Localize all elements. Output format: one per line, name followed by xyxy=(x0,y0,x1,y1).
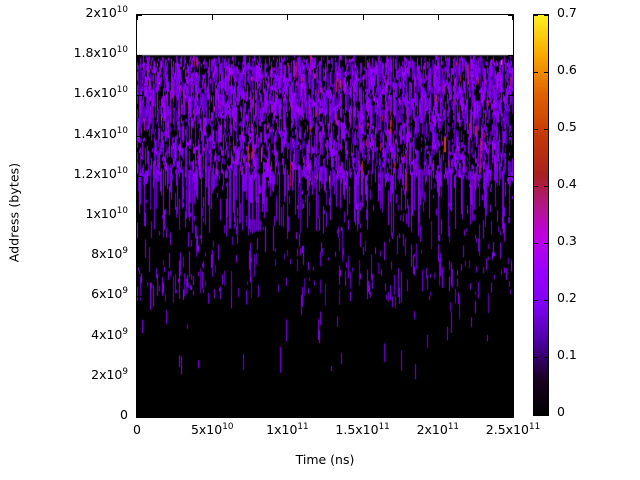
tick-mark xyxy=(512,15,513,20)
tick-mark xyxy=(137,337,142,338)
colorbar-tick-mark xyxy=(534,186,538,187)
colorbar-tick-mark xyxy=(534,72,538,73)
tick-mark xyxy=(508,176,513,177)
y-tick-label: 1.2x1010 xyxy=(73,165,128,181)
tick-mark xyxy=(137,15,138,20)
colorbar-tick-mark xyxy=(544,243,548,244)
colorbar-tick-mark xyxy=(544,72,548,73)
tick-mark xyxy=(512,412,513,417)
colorbar-tick-mark xyxy=(534,129,538,130)
x-axis-label: Time (ns) xyxy=(295,452,355,467)
tick-mark xyxy=(438,412,439,417)
tick-mark xyxy=(363,15,364,20)
colorbar-tick-mark xyxy=(544,186,548,187)
y-tick-label: 1.4x1010 xyxy=(73,125,128,141)
tick-mark xyxy=(508,55,513,56)
tick-mark xyxy=(508,256,513,257)
tick-mark xyxy=(212,15,213,20)
tick-mark xyxy=(508,15,513,16)
colorbar-tick-mark xyxy=(534,414,538,415)
colorbar xyxy=(533,14,549,416)
x-tick-label: 2x1011 xyxy=(416,421,460,437)
colorbar-tick-mark xyxy=(544,414,548,415)
tick-mark xyxy=(137,176,142,177)
colorbar-tick-mark xyxy=(534,357,538,358)
x-tick-label: 1.5x1011 xyxy=(335,421,390,437)
tick-mark xyxy=(137,417,142,418)
colorbar-tick-mark xyxy=(534,300,538,301)
colorbar-gradient xyxy=(534,15,548,415)
y-tick-label: 1x1010 xyxy=(85,205,128,221)
tick-mark xyxy=(287,412,288,417)
tick-mark xyxy=(508,95,513,96)
y-tick-label: 6x109 xyxy=(91,286,128,302)
colorbar-tick-mark xyxy=(544,129,548,130)
y-axis-label: Address (bytes) xyxy=(6,162,22,263)
colorbar-tick-label: 0 xyxy=(557,404,565,419)
tick-mark xyxy=(137,256,142,257)
x-tick-label: 2.5x1011 xyxy=(485,421,541,437)
tick-mark xyxy=(508,417,513,418)
tick-mark xyxy=(137,15,142,16)
colorbar-tick-label: 0.2 xyxy=(557,290,577,305)
tick-mark xyxy=(438,15,439,20)
y-tick-label: 8x109 xyxy=(91,246,128,262)
x-tick-label: 0 xyxy=(133,422,141,437)
tick-mark xyxy=(508,216,513,217)
x-tick-label: 1x1011 xyxy=(266,421,309,437)
tick-mark xyxy=(212,412,213,417)
colorbar-tick-mark xyxy=(544,300,548,301)
colorbar-tick-mark xyxy=(534,15,538,16)
tick-mark xyxy=(137,55,142,56)
colorbar-tick-label: 0.5 xyxy=(557,119,577,134)
colorbar-tick-mark xyxy=(534,243,538,244)
tick-mark xyxy=(363,412,364,417)
colorbar-tick-label: 0.7 xyxy=(557,5,577,20)
tick-mark xyxy=(508,337,513,338)
tick-mark xyxy=(137,95,142,96)
tick-mark xyxy=(287,15,288,20)
tick-mark xyxy=(137,296,142,297)
tick-mark xyxy=(137,412,138,417)
y-tick-label: 2x109 xyxy=(91,366,128,382)
colorbar-tick-label: 0.6 xyxy=(557,62,577,77)
y-tick-label: 1.6x1010 xyxy=(73,85,128,101)
y-tick-label: 4x109 xyxy=(91,326,128,342)
colorbar-tick-label: 0.1 xyxy=(557,347,577,362)
tick-mark xyxy=(508,296,513,297)
colorbar-tick-label: 0.3 xyxy=(557,233,577,248)
tick-mark xyxy=(137,377,142,378)
tick-mark xyxy=(508,136,513,137)
colorbar-tick-mark xyxy=(544,15,548,16)
tick-mark xyxy=(508,377,513,378)
colorbar-tick-label: 0.4 xyxy=(557,176,577,191)
colorbar-tick-mark xyxy=(544,357,548,358)
x-tick-label: 5x1010 xyxy=(190,421,234,437)
heatmap-canvas xyxy=(137,15,513,417)
tick-mark xyxy=(137,216,142,217)
y-tick-label: 2x1010 xyxy=(85,4,128,20)
y-tick-label: 0 xyxy=(120,407,128,422)
tick-mark xyxy=(137,136,142,137)
plot-area xyxy=(136,14,514,418)
y-tick-label: 1.8x1010 xyxy=(73,45,128,61)
